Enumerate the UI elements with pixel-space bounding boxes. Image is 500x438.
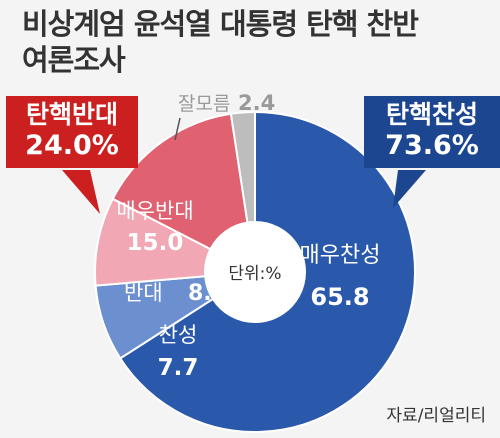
oppose-callout-value: 24.0% (25, 130, 119, 161)
title-line-1: 비상계엄 윤석열 대통령 탄핵 찬반 (22, 7, 419, 41)
slice-value-5: 2.4 (238, 91, 275, 115)
slice-label-2: 찬성 (159, 323, 198, 347)
slice-value-2: 7.7 (158, 355, 199, 381)
oppose-callout: 탄핵반대 24.0% (6, 96, 138, 168)
oppose-callout-pointer (62, 170, 100, 214)
center-unit-label: 단위:% (228, 264, 281, 284)
source-note: 자료/리얼리티 (386, 406, 486, 426)
slice-value-3: 8.9 (188, 281, 227, 306)
chart-title: 비상계엄 윤석열 대통령 탄핵 찬반 여론조사 (22, 6, 492, 78)
slice-labels: 매우찬성 65.8 찬성 7.7 반대 8.9 매우반대 15.0 잘모름 2.4 (116, 91, 380, 381)
slice-value-4: 15.0 (127, 230, 184, 256)
support-callout: 탄핵찬성 73.6% (364, 96, 500, 168)
slice-value-1: 65.8 (310, 283, 369, 311)
slice-label-3: 반대 (124, 281, 163, 305)
slice-label-5: 잘모름 (178, 93, 230, 115)
support-callout-label: 탄핵찬성 (385, 100, 478, 129)
support-callout-value: 73.6% (385, 130, 479, 161)
donut-hole (205, 222, 305, 322)
support-callout-pointer (393, 170, 426, 208)
title-line-2: 여론조사 (22, 43, 126, 77)
slice-label-1: 매우찬성 (300, 243, 381, 268)
oppose-callout-label: 탄핵반대 (25, 100, 118, 129)
unknown-leader-line (174, 117, 181, 141)
slice-label-4: 매우반대 (116, 199, 193, 223)
